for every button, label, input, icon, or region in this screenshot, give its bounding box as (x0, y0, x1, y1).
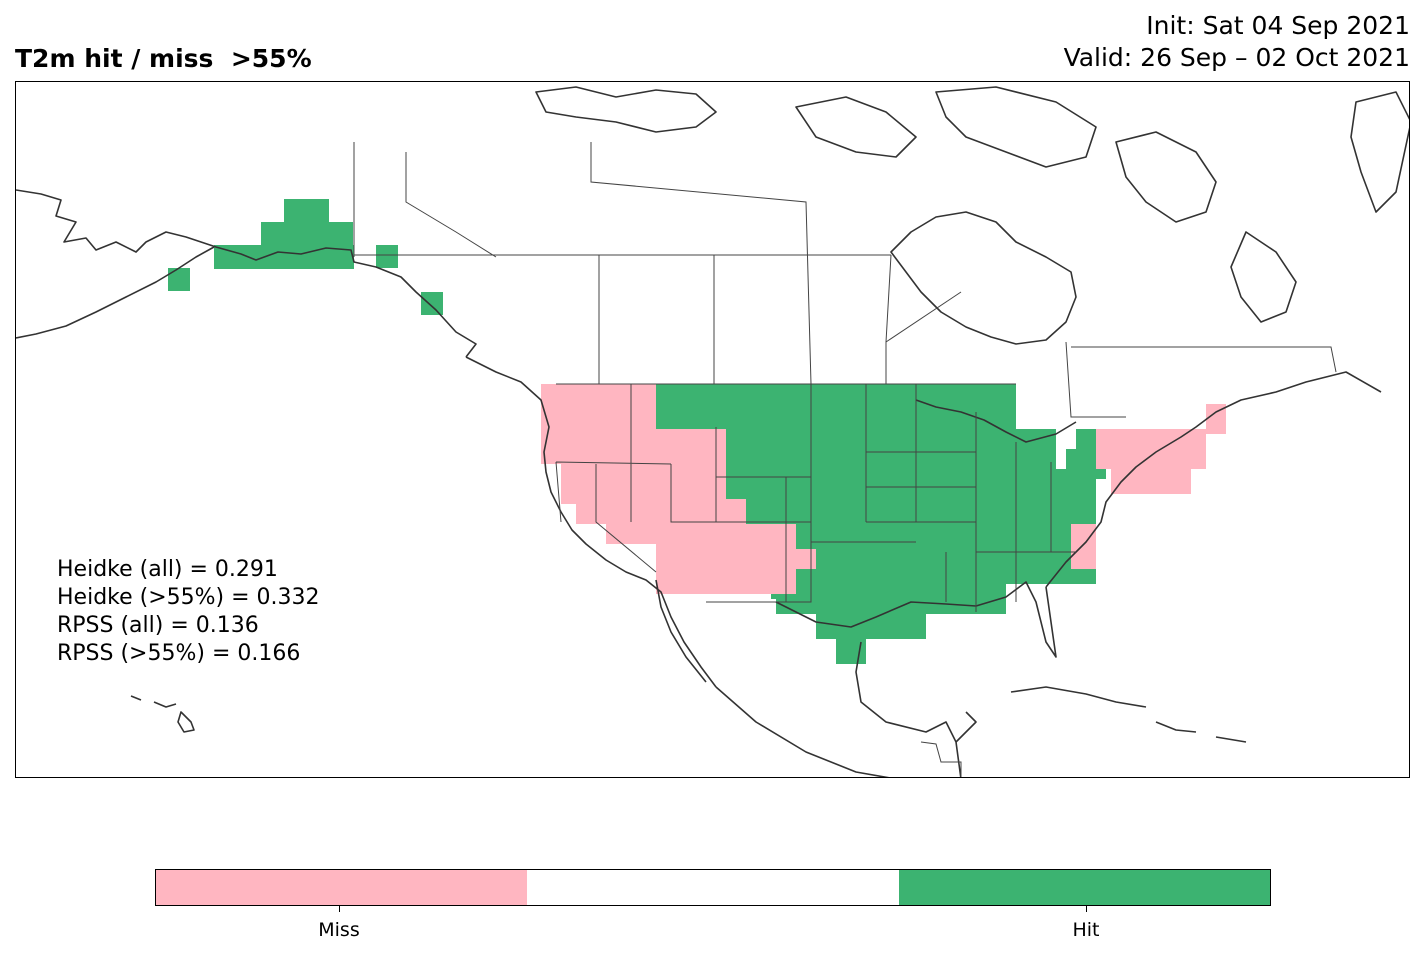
map-svg (16, 86, 1409, 777)
legend-miss-label: Miss (318, 919, 360, 941)
map-title: T2m hit / miss >55% (15, 44, 312, 73)
grid-cell (541, 429, 726, 464)
grid-cell (726, 499, 1096, 524)
neutral-swatch (527, 870, 899, 905)
date-info: Init: Sat 04 Sep 2021 Valid: 26 Sep – 02… (1064, 10, 1410, 74)
grid-cell (656, 409, 1001, 429)
grid-cell (1066, 449, 1096, 469)
grid-cell (1096, 429, 1206, 469)
grid-cell (421, 292, 443, 315)
hit-tick (1086, 906, 1087, 912)
init-date: Init: Sat 04 Sep 2021 (1146, 11, 1410, 40)
score-panel: Heidke (all) = 0.291 Heidke (>55%) = 0.3… (57, 556, 320, 668)
grid-cell (1206, 404, 1226, 434)
miss-swatch (156, 870, 528, 905)
grid-cell (816, 614, 926, 639)
miss-cells (541, 384, 1226, 594)
grid-cell (1001, 429, 1026, 449)
hit-cells (168, 199, 1106, 664)
borders (353, 142, 1337, 777)
grid-cell (656, 544, 716, 594)
legend-colorbar (155, 869, 1271, 906)
grid-cell (556, 384, 656, 409)
hit-swatch (898, 870, 1270, 905)
rpss-all: RPSS (all) = 0.136 (57, 613, 259, 638)
rpss-55: RPSS (>55%) = 0.166 (57, 641, 301, 666)
grid-cell (1071, 524, 1096, 569)
coastlines (16, 86, 1409, 777)
valid-date: Valid: 26 Sep – 02 Oct 2021 (1063, 43, 1410, 72)
legend-hit-label: Hit (1072, 919, 1100, 941)
grid-cell (168, 268, 190, 291)
miss-tick (339, 906, 340, 912)
map-panel (15, 81, 1410, 778)
grid-cell (726, 469, 1096, 499)
grid-cell (376, 245, 398, 268)
heidke-all: Heidke (all) = 0.291 (57, 557, 278, 582)
grid-cell (1146, 469, 1176, 494)
grid-cell (726, 499, 746, 524)
grid-cell (796, 549, 816, 569)
heidke-55: Heidke (>55%) = 0.332 (57, 585, 320, 610)
grid-cell (284, 199, 329, 222)
